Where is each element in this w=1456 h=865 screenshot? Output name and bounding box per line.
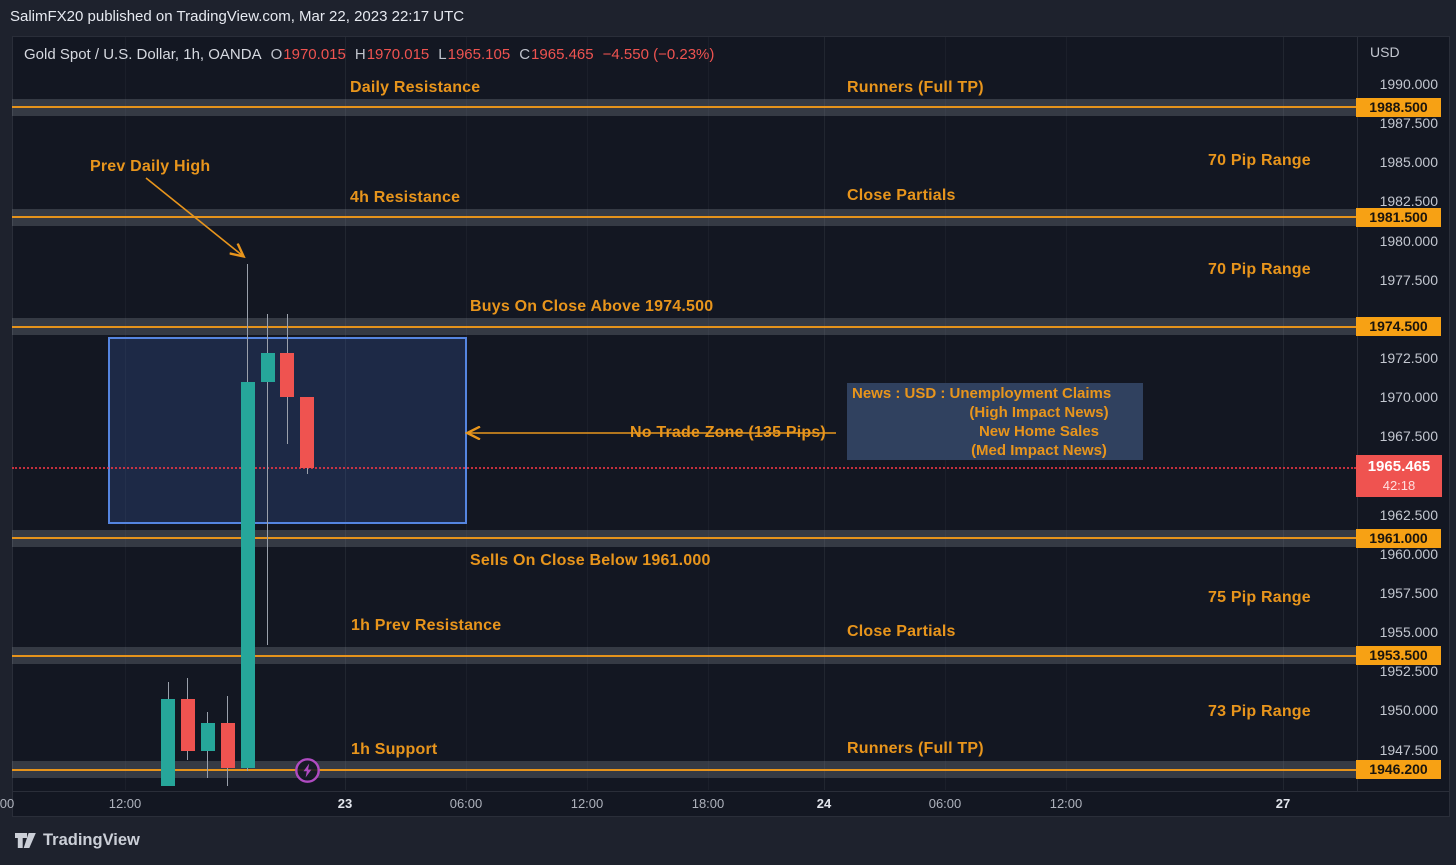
ohlc-letter: L bbox=[438, 46, 447, 63]
ohlc-letter: H bbox=[354, 46, 366, 63]
ohlc-letter: C bbox=[519, 46, 531, 63]
chart-canvas[interactable] bbox=[13, 37, 1357, 791]
tradingview-mark-icon bbox=[15, 833, 36, 848]
chart-frame bbox=[12, 36, 1450, 817]
tradingview-wordmark: TradingView bbox=[43, 831, 140, 849]
ohlc-value: 1970.015 bbox=[366, 46, 430, 63]
ohlc-value: 1970.015 bbox=[283, 46, 346, 63]
time-axis[interactable] bbox=[13, 791, 1449, 816]
price-axis-currency: USD bbox=[1370, 44, 1400, 60]
ohlc-values: O1970.015 H1970.015 L1965.105 C1965.465 bbox=[262, 46, 594, 63]
ohlc-value: 1965.105 bbox=[447, 46, 511, 63]
symbol-legend: Gold Spot / U.S. Dollar, 1h, OANDA O1970.… bbox=[24, 46, 714, 63]
symbol-title[interactable]: Gold Spot / U.S. Dollar, 1h, OANDA bbox=[24, 46, 262, 63]
ohlc-value: 1965.465 bbox=[531, 46, 594, 63]
change-value: −4.550 (−0.23%) bbox=[602, 46, 715, 63]
tradingview-logo[interactable]: TradingView bbox=[14, 831, 140, 850]
price-axis[interactable] bbox=[1357, 37, 1449, 791]
publish-info: SalimFX20 published on TradingView.com, … bbox=[10, 8, 465, 25]
ohlc-letter: O bbox=[270, 46, 283, 63]
